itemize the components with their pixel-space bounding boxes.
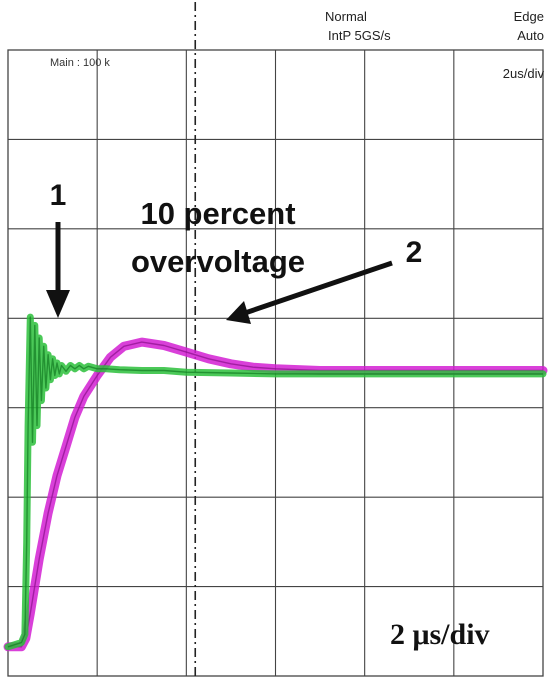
main-zoom-label: Main : 100 k: [50, 57, 110, 69]
graticule: [7, 49, 544, 677]
overvoltage-label-line2: overvoltage: [131, 244, 305, 279]
acq-mode-label: Normal: [325, 9, 367, 24]
marker-1-label: 1: [50, 179, 67, 212]
timebase-label: 2us/div: [503, 66, 545, 81]
trigger-mode-label: Auto: [517, 28, 544, 43]
marker-2-label: 2: [406, 236, 423, 269]
marker-2-arrow: [226, 260, 393, 324]
trigger-type-label: Edge: [514, 9, 544, 24]
overvoltage-label-line1: 10 percent: [140, 196, 295, 231]
marker-1-arrow: [46, 222, 70, 318]
time-per-div-label: 2 μs/div: [390, 618, 490, 651]
interp-rate-label: IntP 5GS/s: [328, 28, 391, 43]
trace-1-core: [7, 316, 543, 648]
waveform-traces: [3, 313, 548, 652]
